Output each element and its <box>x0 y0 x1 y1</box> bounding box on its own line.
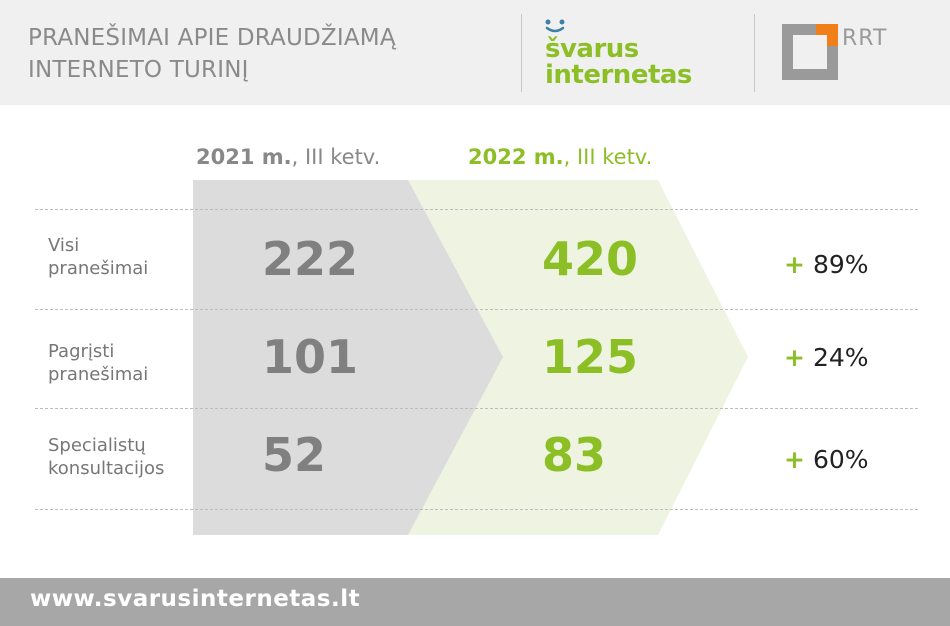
change-pagristi: +24% <box>784 343 869 373</box>
plus-icon: + <box>784 343 805 372</box>
change-value: 89% <box>812 250 869 279</box>
row-label-line: Specialistų <box>48 435 146 456</box>
plus-icon: + <box>784 445 805 474</box>
rrt-square-icon <box>782 24 838 80</box>
column-header-2022-year: 2022 m. <box>468 145 564 169</box>
row-divider <box>35 509 918 510</box>
header-divider <box>521 14 522 92</box>
column-header-2021-period: , III ketv. <box>291 145 381 169</box>
rrt-logo: RRT <box>782 24 912 84</box>
plus-icon: + <box>784 250 805 279</box>
value-2022-specialistu: 83 <box>542 428 607 482</box>
change-value: 24% <box>812 343 869 372</box>
change-specialistu: +60% <box>784 445 869 475</box>
footer-url-link[interactable]: www.svarusinternetas.lt <box>30 586 361 612</box>
title-line-1: PRANEŠIMAI APIE DRAUDŽIAMĄ <box>28 25 396 51</box>
row-divider <box>35 309 918 310</box>
value-2021-pagristi: 101 <box>262 330 359 384</box>
value-2021-visi: 222 <box>262 232 359 286</box>
row-label-line: Visi <box>48 235 80 256</box>
change-value: 60% <box>812 445 869 474</box>
row-label-line: pranešimai <box>48 364 149 385</box>
column-header-2021-year: 2021 m. <box>196 145 292 169</box>
header: PRANEŠIMAI APIE DRAUDŽIAMĄ INTERNETO TUR… <box>0 0 950 105</box>
row-label-line: Pagrįsti <box>48 341 115 362</box>
row-label-specialistu: Specialistų konsultacijos <box>48 434 164 480</box>
title-line-2: INTERNETO TURINĮ <box>28 57 249 83</box>
value-2022-visi: 420 <box>542 232 639 286</box>
row-label-line: konsultacijos <box>48 458 165 479</box>
change-visi: +89% <box>784 250 869 280</box>
band-2021 <box>193 180 503 535</box>
svarus-logo-line-2: internetas <box>545 60 692 90</box>
smile-icon <box>545 19 565 33</box>
row-label-line: pranešimai <box>48 258 149 279</box>
band-2022 <box>408 180 748 535</box>
column-header-2022-period: , III ketv. <box>563 145 653 169</box>
svarus-logo-text: švarus internetas <box>545 36 692 88</box>
row-divider <box>35 209 918 210</box>
rrt-logo-text: RRT <box>842 26 888 51</box>
svarus-logo-line-1: švarus <box>545 34 639 64</box>
column-header-2021: 2021 m., III ketv. <box>196 145 380 169</box>
row-label-visi: Visi pranešimai <box>48 234 148 280</box>
value-2021-specialistu: 52 <box>262 428 327 482</box>
page-title: PRANEŠIMAI APIE DRAUDŽIAMĄ INTERNETO TUR… <box>28 22 396 86</box>
row-label-pagristi: Pagrįsti pranešimai <box>48 340 148 386</box>
header-divider-2 <box>754 14 755 92</box>
column-header-2022: 2022 m., III ketv. <box>468 145 652 169</box>
footer: www.svarusinternetas.lt <box>0 578 950 626</box>
row-divider <box>35 408 918 409</box>
value-2022-pagristi: 125 <box>542 330 639 384</box>
